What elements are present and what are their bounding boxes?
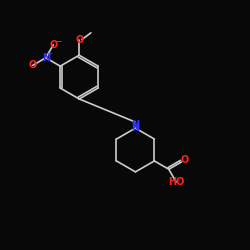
Text: O: O [49, 40, 58, 50]
Text: HO: HO [168, 177, 185, 187]
Text: N: N [42, 53, 50, 63]
Text: −: − [55, 36, 61, 46]
Text: O: O [181, 155, 189, 165]
Text: +: + [48, 51, 52, 56]
Text: O: O [29, 60, 37, 70]
Text: O: O [75, 34, 83, 44]
Text: N: N [131, 123, 140, 133]
Text: N: N [131, 120, 140, 130]
